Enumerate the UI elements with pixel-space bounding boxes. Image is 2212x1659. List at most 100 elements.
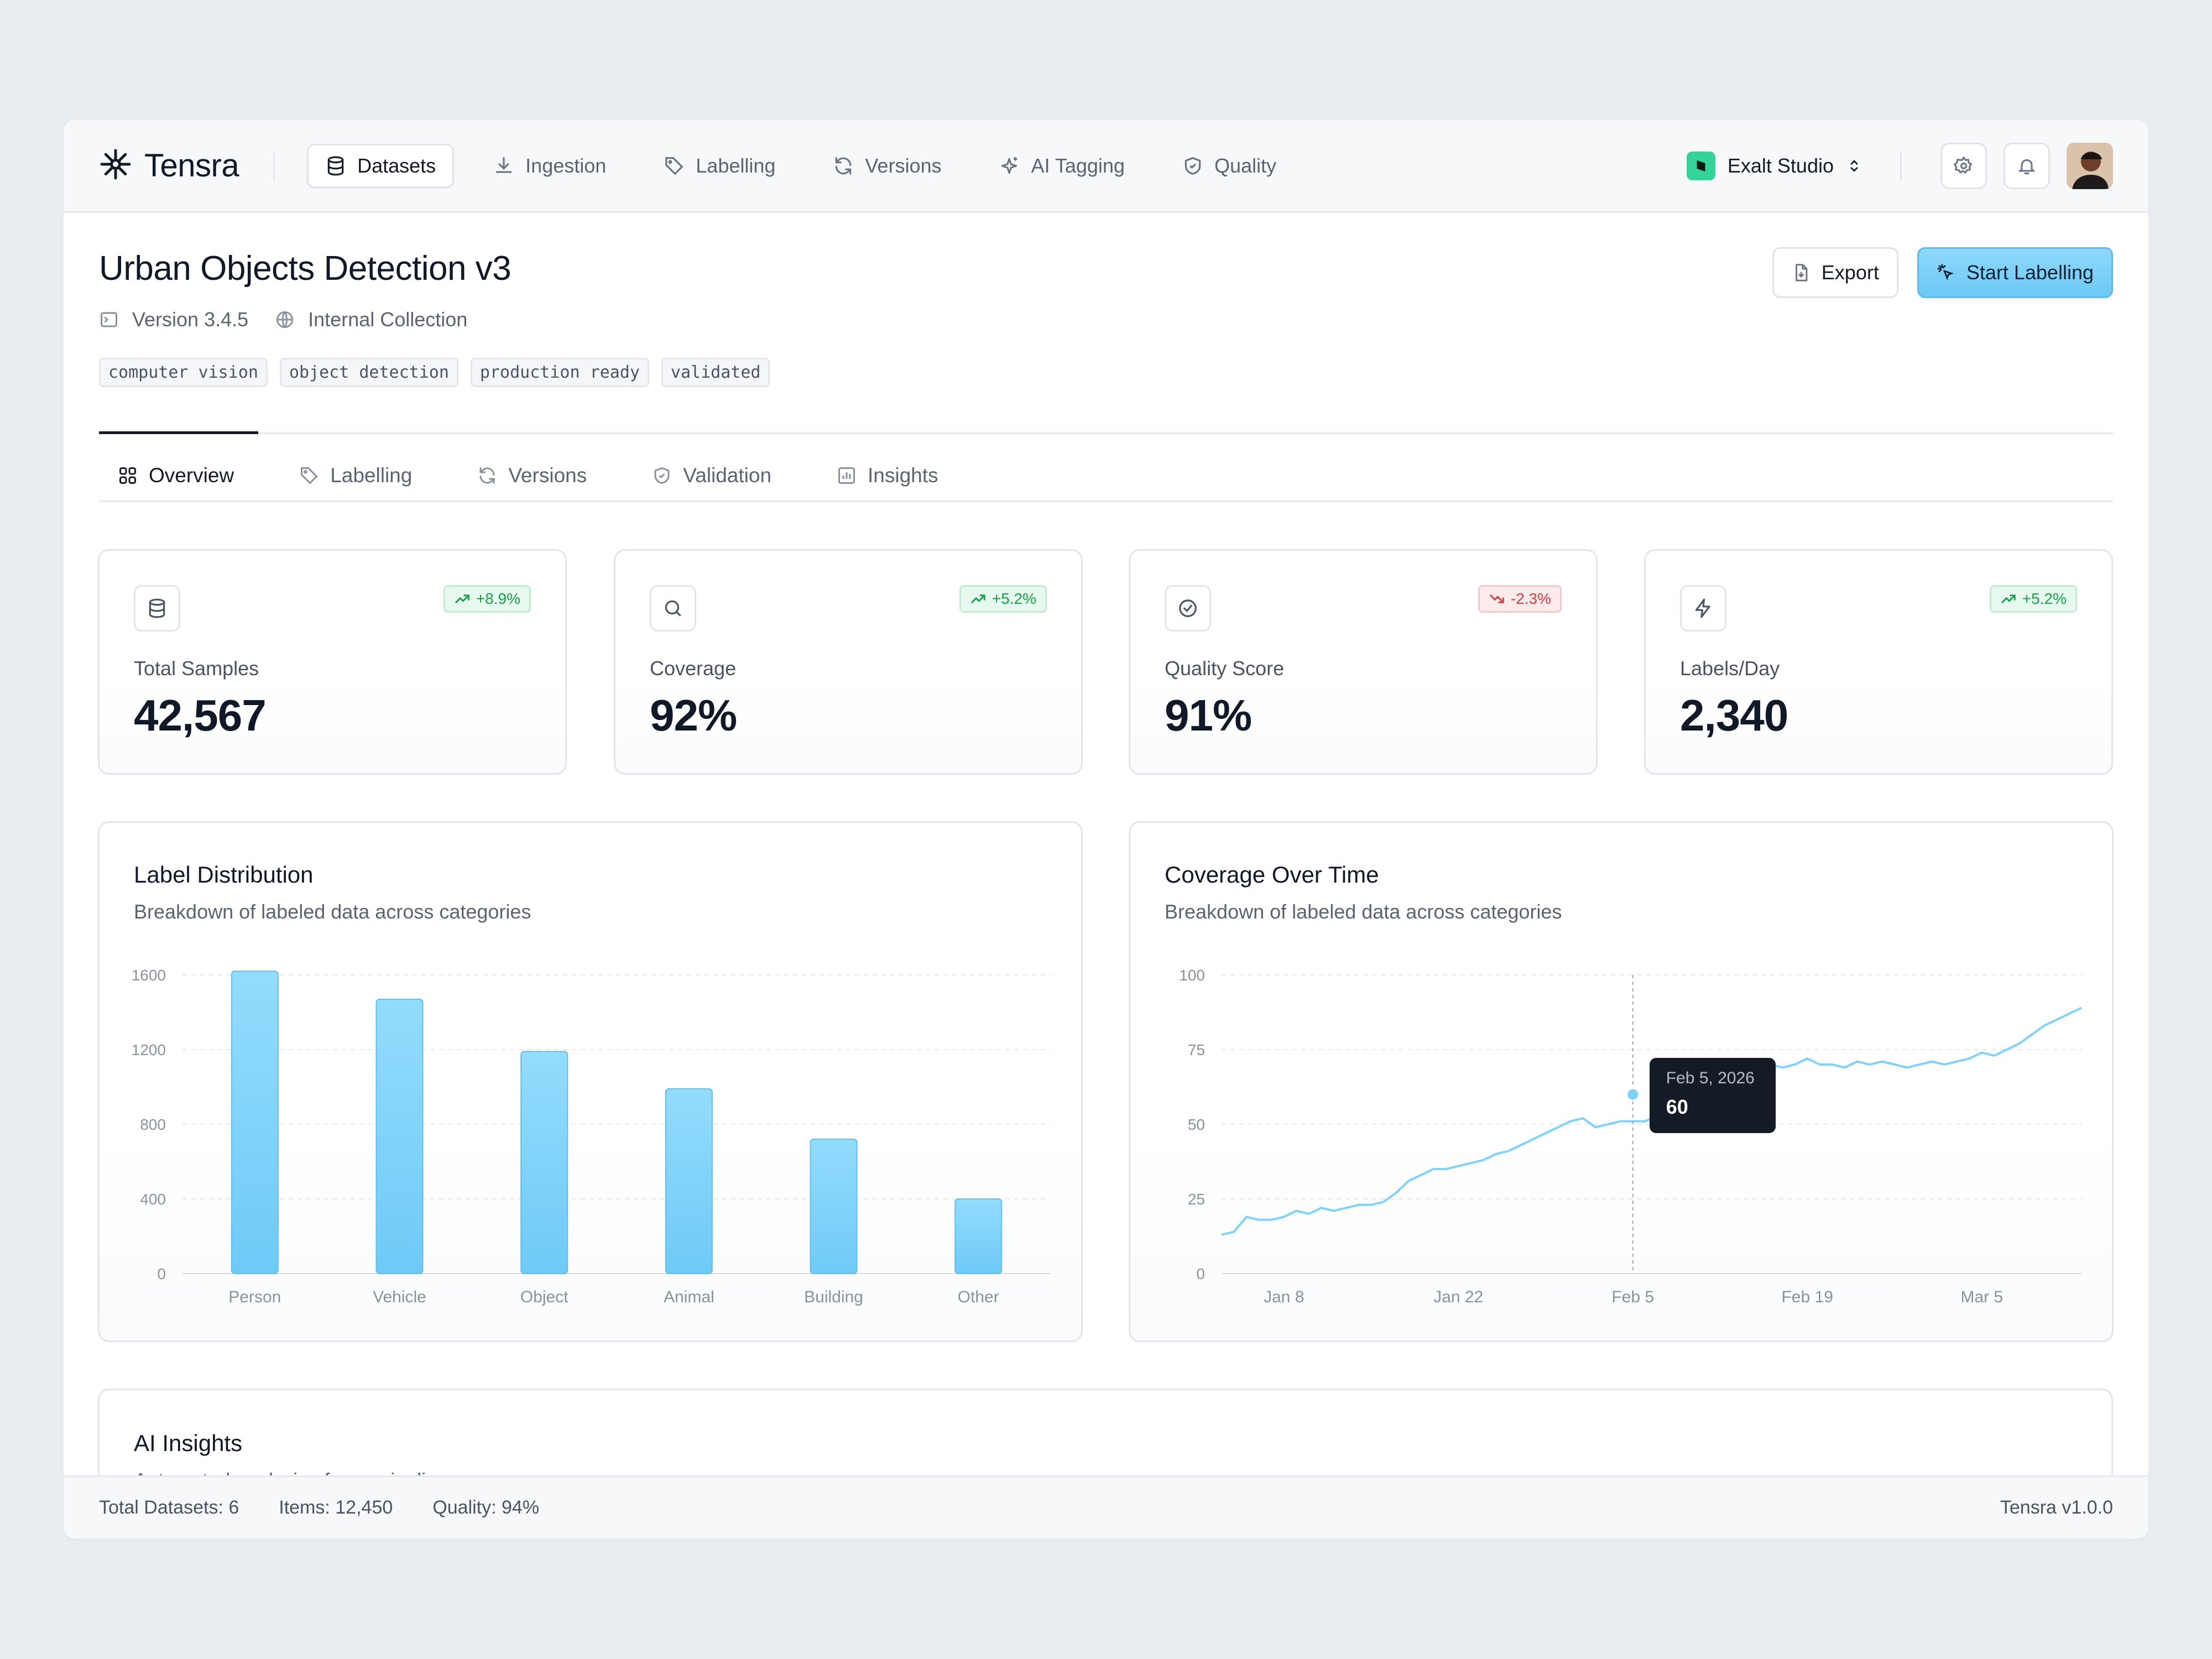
gear-icon: [1954, 155, 1973, 174]
stat-card-total-samples: +8.9% Total Samples 42,567: [98, 549, 567, 775]
y-tick-label: 1200: [132, 1041, 166, 1058]
nav-labelling[interactable]: Labelling: [645, 144, 794, 188]
label-distribution-card: Label Distribution Breakdown of labeled …: [98, 821, 1083, 1342]
tag[interactable]: production ready: [470, 358, 649, 387]
refresh-icon: [479, 467, 495, 484]
hover-point: [1626, 1087, 1640, 1102]
bar: [665, 1088, 713, 1274]
tab-versions[interactable]: Versions: [458, 451, 606, 500]
chart-title: Coverage Over Time: [1165, 862, 1379, 888]
export-button[interactable]: Export: [1772, 247, 1898, 298]
chart-tooltip: Feb 5, 2026 60: [1649, 1058, 1776, 1133]
trend-value: +8.9%: [476, 590, 520, 607]
tooltip-value: 60: [1666, 1095, 1688, 1118]
header-actions: Export Start Labelling: [1772, 247, 2113, 298]
nav-quality-label: Quality: [1214, 154, 1277, 177]
zap-icon: [1695, 598, 1710, 618]
tab-overview-label: Overview: [149, 464, 234, 487]
nav-datasets[interactable]: Datasets: [307, 143, 455, 188]
bar: [954, 1198, 1003, 1274]
page-title: Urban Objects Detection v3: [99, 249, 512, 288]
brand[interactable]: Tensra: [99, 147, 239, 184]
tab-versions-label: Versions: [508, 464, 587, 487]
nav-versions-label: Versions: [865, 154, 942, 177]
export-label: Export: [1821, 261, 1879, 284]
tag-list: computer vision object detection product…: [99, 358, 770, 387]
tag[interactable]: validated: [661, 358, 770, 387]
nav-ai-tagging[interactable]: AI Tagging: [980, 144, 1142, 188]
tag[interactable]: object detection: [279, 358, 458, 387]
tab-labelling[interactable]: Labelling: [280, 451, 431, 500]
nav-ingestion[interactable]: Ingestion: [475, 144, 624, 188]
database-icon: [327, 156, 344, 175]
app-window: Tensra Datasets Ingestion Labelling Vers…: [64, 120, 2148, 1538]
refresh-icon: [836, 156, 852, 175]
image-file-icon: [101, 312, 117, 327]
x-tick-label: Jan 8: [1264, 1288, 1304, 1306]
start-labelling-label: Start Labelling: [1966, 261, 2094, 284]
trend-value: +5.2%: [992, 590, 1036, 607]
y-tick-label: 0: [157, 1265, 166, 1282]
database-icon: [149, 598, 165, 618]
tab-validation[interactable]: Validation: [633, 451, 790, 500]
shield-icon: [1185, 156, 1201, 175]
globe-icon: [276, 311, 294, 328]
chart-title: Label Distribution: [134, 862, 314, 888]
y-tick-label: 0: [1196, 1265, 1205, 1282]
stat-card-quality-score: -2.3% Quality Score 91%: [1129, 549, 1598, 775]
nav-quality[interactable]: Quality: [1164, 144, 1295, 188]
x-tick-label: Feb 5: [1611, 1288, 1654, 1306]
stat-label: Coverage: [650, 657, 737, 680]
workspace-name: Exalt Studio: [1727, 154, 1834, 177]
line-chart: 0 25 50 75 100 Jan 8 Jan 22 Feb 5 Feb 19 Mar 5: [1179, 967, 2082, 1306]
tag-icon: [301, 467, 318, 484]
trend-badge: +5.2%: [959, 585, 1047, 613]
trend-badge: -2.3%: [1478, 585, 1562, 613]
nav-datasets-label: Datasets: [357, 154, 436, 177]
x-tick-label: Other: [958, 1288, 999, 1306]
download-icon: [495, 156, 512, 173]
workspace-switcher[interactable]: Exalt Studio: [1686, 151, 1863, 180]
tab-overview[interactable]: Overview: [99, 451, 253, 500]
trend-up-icon: [971, 594, 985, 603]
main-nav: Datasets Ingestion Labelling Versions AI…: [307, 143, 1295, 188]
y-tick-label: 25: [1188, 1191, 1205, 1208]
avatar[interactable]: [2067, 142, 2113, 189]
start-labelling-button[interactable]: Start Labelling: [1917, 247, 2113, 298]
version-text: Version 3.4.5: [132, 308, 249, 331]
grid-icon: [119, 467, 136, 484]
stat-icon: [1680, 585, 1726, 632]
bar: [520, 1051, 568, 1274]
chevron-updown-icon: [1850, 159, 1858, 172]
stat-value: 92%: [650, 691, 737, 740]
top-navigation: Tensra Datasets Ingestion Labelling Vers…: [64, 120, 2148, 213]
tensra-logo-icon: [99, 148, 132, 184]
tag-icon: [665, 156, 684, 175]
nav-divider: [273, 150, 275, 181]
tabs-bottom-border: [99, 500, 2113, 502]
settings-button[interactable]: [1940, 142, 1987, 189]
x-tick-label: Person: [228, 1288, 281, 1306]
tab-insights-label: Insights: [868, 464, 938, 487]
y-tick-label: 75: [1188, 1041, 1205, 1058]
notifications-button[interactable]: [2004, 142, 2050, 189]
bar: [810, 1139, 858, 1274]
bar: [375, 998, 424, 1274]
nav-labelling-label: Labelling: [696, 154, 776, 177]
shield-icon: [654, 467, 670, 484]
coverage-over-time-card: Coverage Over Time Breakdown of labeled …: [1129, 821, 2114, 1342]
trend-value: -2.3%: [1510, 590, 1551, 607]
file-export-icon: [1795, 264, 1808, 281]
tag[interactable]: computer vision: [99, 358, 268, 387]
stat-value: 42,567: [134, 691, 267, 740]
dataset-meta: Version 3.4.5 Internal Collection: [99, 308, 481, 331]
top-right-controls: Exalt Studio: [1686, 142, 2113, 189]
trend-up-icon: [455, 594, 469, 603]
nav-versions[interactable]: Versions: [815, 144, 959, 188]
stat-label: Labels/Day: [1680, 657, 1780, 680]
trend-down-icon: [1490, 594, 1504, 603]
tab-insights[interactable]: Insights: [818, 451, 957, 500]
stat-value: 91%: [1165, 691, 1252, 740]
footer-quality: Quality: 94%: [432, 1497, 540, 1518]
trend-badge: +5.2%: [1989, 585, 2077, 613]
